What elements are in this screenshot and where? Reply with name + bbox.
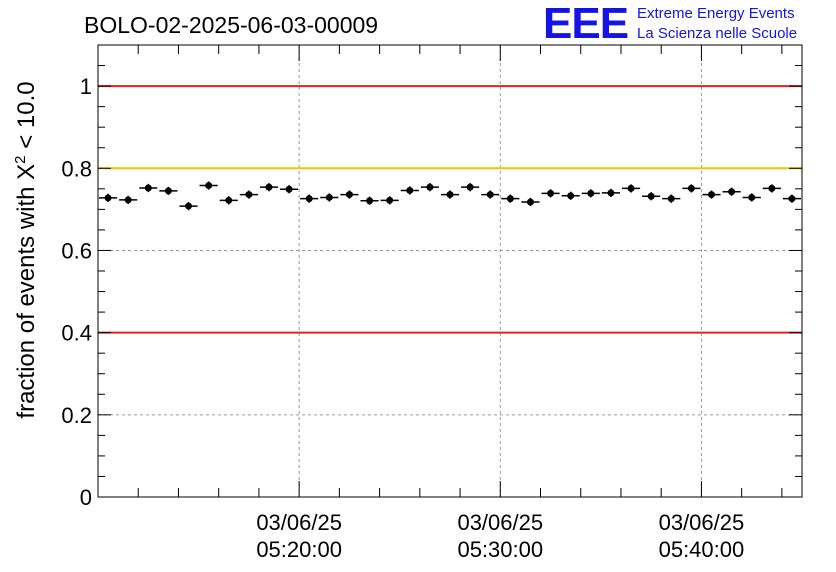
data-point xyxy=(526,198,534,206)
x-tick-label-time: 05:20:00 xyxy=(256,537,342,562)
data-point xyxy=(446,191,454,199)
y-tick-label: 0.2 xyxy=(61,403,92,428)
data-point xyxy=(567,192,575,200)
data-point xyxy=(245,191,253,199)
data-point xyxy=(406,186,414,194)
data-point xyxy=(305,195,313,203)
data-point xyxy=(366,197,374,205)
logo-line-2: La Scienza nelle Scuole xyxy=(637,25,798,42)
data-point xyxy=(285,185,293,193)
x-tick-label-date: 03/06/25 xyxy=(457,510,543,535)
y-axis-label-main: fraction of events with X xyxy=(13,164,40,419)
data-point xyxy=(667,195,675,203)
data-point xyxy=(687,184,695,192)
y-axis-label: fraction of events with X2 < 10.0 xyxy=(12,81,40,418)
data-point xyxy=(124,196,132,204)
data-point xyxy=(104,194,112,202)
data-point xyxy=(607,189,615,197)
logo-line-1: Extreme Energy Events xyxy=(637,5,795,22)
data-point xyxy=(225,196,233,204)
data-point xyxy=(506,195,514,203)
x-tick-label-date: 03/06/25 xyxy=(659,510,745,535)
x-tick-label-time: 05:40:00 xyxy=(659,537,745,562)
chart-title: BOLO-02-2025-06-03-00009 xyxy=(84,12,378,38)
data-point xyxy=(466,183,474,191)
y-tick-label: 0 xyxy=(80,485,92,510)
data-point xyxy=(205,182,213,190)
data-point xyxy=(185,202,193,210)
y-tick-label: 1 xyxy=(80,74,92,99)
data-point xyxy=(426,183,434,191)
data-point xyxy=(386,196,394,204)
data-point xyxy=(587,189,595,197)
data-point xyxy=(768,184,776,192)
data-point xyxy=(647,192,655,200)
eee-logo-mark: EEE xyxy=(543,0,629,48)
plot-frame xyxy=(97,44,803,498)
data-point xyxy=(707,191,715,199)
y-tick-label: 0.4 xyxy=(61,321,92,346)
data-point xyxy=(728,188,736,196)
data-point xyxy=(325,193,333,201)
y-tick-label: 0.6 xyxy=(61,238,92,263)
data-point xyxy=(144,184,152,192)
x-tick-label-time: 05:30:00 xyxy=(457,537,543,562)
x-tick-label-date: 03/06/25 xyxy=(256,510,342,535)
data-point xyxy=(164,187,172,195)
y-axis-label-sup: 2 xyxy=(12,155,29,163)
data-point xyxy=(748,193,756,201)
data-point xyxy=(788,195,796,203)
data-point xyxy=(486,191,494,199)
data-point xyxy=(627,184,635,192)
y-tick-label: 0.8 xyxy=(61,156,92,181)
y-axis-label-suffix: < 10.0 xyxy=(13,81,40,155)
data-point xyxy=(265,183,273,191)
data-point xyxy=(547,189,555,197)
data-point xyxy=(345,191,353,199)
